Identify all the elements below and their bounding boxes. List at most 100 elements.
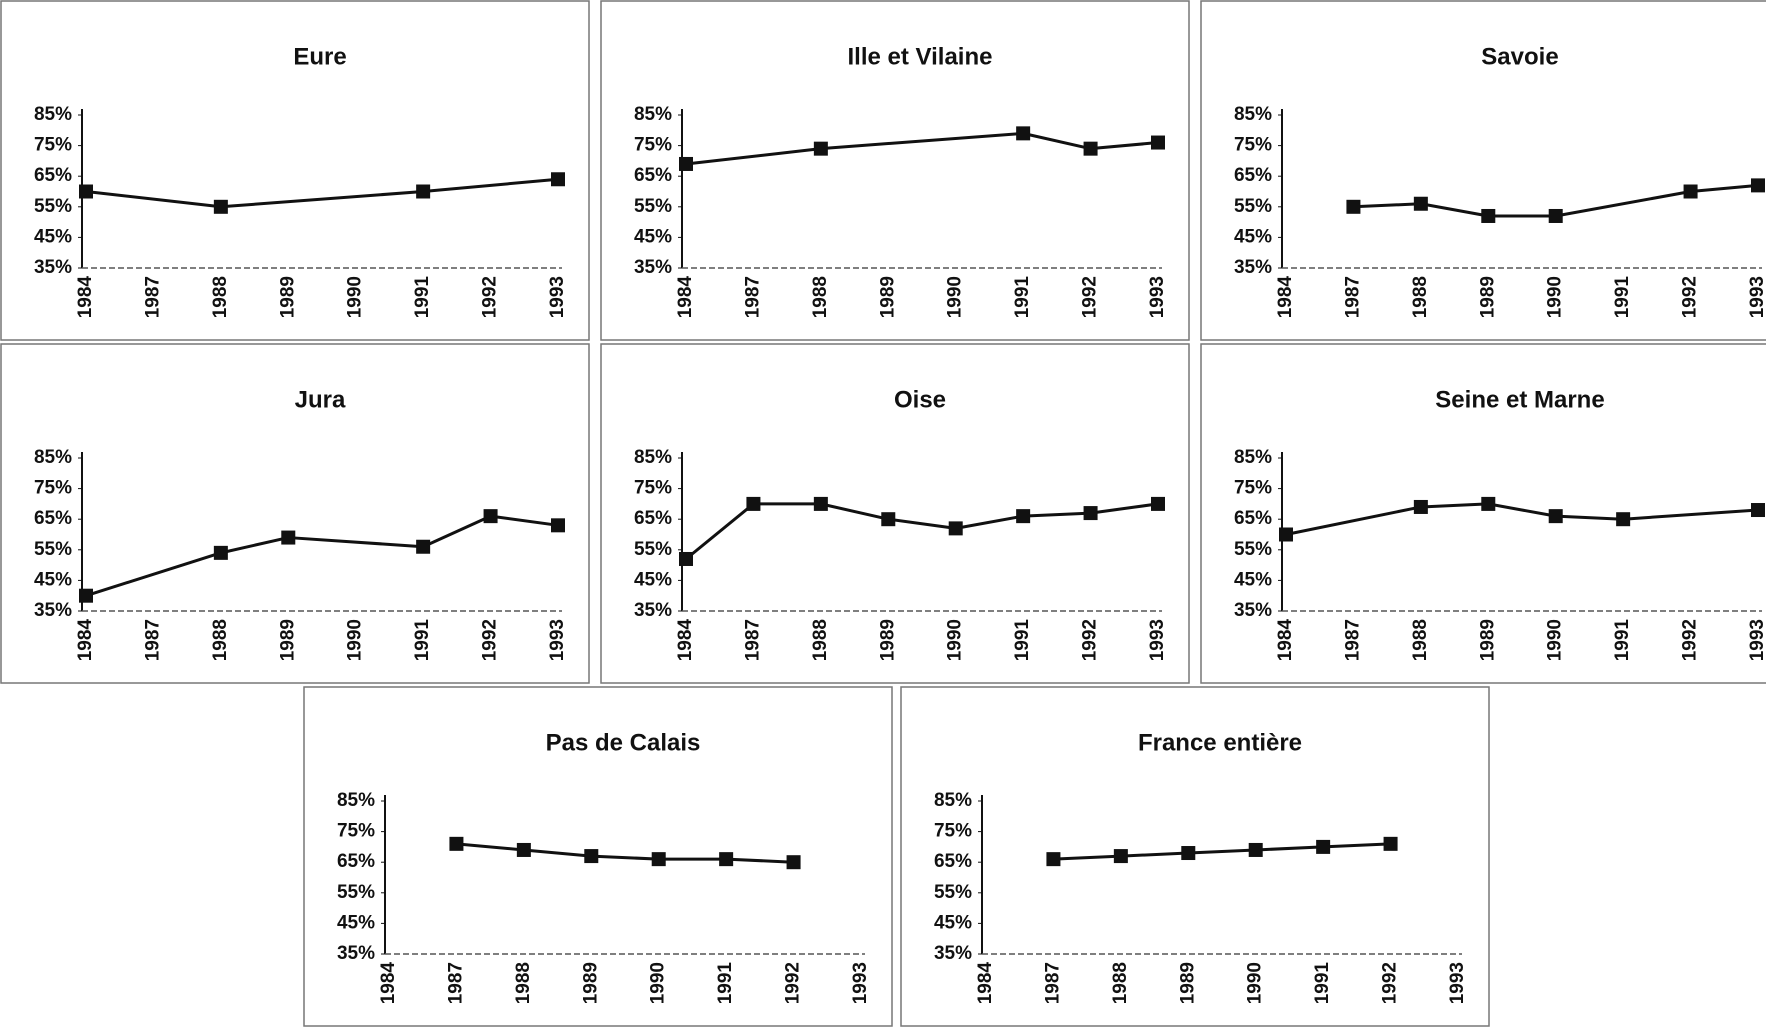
marker xyxy=(483,509,498,524)
x-tick-label: 1987 xyxy=(1342,276,1363,318)
marker xyxy=(281,530,296,545)
y-tick-label: 55% xyxy=(934,882,972,903)
y-tick-label: 75% xyxy=(1234,478,1272,499)
y-tick-label: 45% xyxy=(1234,569,1272,590)
x-tick-label: 1988 xyxy=(210,619,231,661)
x-tick-label: 1991 xyxy=(412,276,433,319)
marker xyxy=(1016,509,1031,524)
line-segment xyxy=(1353,202,1421,209)
x-tick-label: 1990 xyxy=(648,962,669,1004)
line-segment xyxy=(220,536,289,555)
line-segment xyxy=(1120,851,1189,858)
marker xyxy=(1113,849,1128,864)
x-tick-label: 1992 xyxy=(1080,619,1101,661)
x-tick-label: 1991 xyxy=(1012,276,1033,319)
chart-title: Seine et Marne xyxy=(1435,386,1604,413)
y-tick-label: 45% xyxy=(337,912,375,933)
x-tick-label: 1993 xyxy=(1447,962,1468,1004)
y-tick-label: 45% xyxy=(34,569,72,590)
x-tick-label: 1993 xyxy=(547,276,568,318)
marker xyxy=(1481,496,1496,511)
x-tick-label: 1987 xyxy=(142,276,163,318)
y-tick-label: 55% xyxy=(34,539,72,560)
y-tick-label: 65% xyxy=(1234,165,1272,186)
marker xyxy=(1548,509,1563,524)
y-tick-label: 35% xyxy=(634,257,672,278)
x-tick-label: 1984 xyxy=(675,619,696,662)
marker xyxy=(1151,135,1165,150)
line-segment xyxy=(591,854,659,861)
line-segment xyxy=(1555,514,1624,521)
line-segment xyxy=(1022,131,1091,151)
y-tick-label: 35% xyxy=(337,943,375,964)
y-tick-label: 55% xyxy=(1234,196,1272,217)
marker xyxy=(1481,208,1496,223)
y-tick-label: 45% xyxy=(34,226,72,247)
marker xyxy=(1346,199,1361,214)
marker xyxy=(813,141,828,156)
y-tick-label: 65% xyxy=(34,165,72,186)
y-tick-label: 65% xyxy=(1234,508,1272,529)
line-segment xyxy=(1255,845,1324,852)
line-segment xyxy=(1285,505,1422,536)
y-tick-label: 35% xyxy=(634,600,672,621)
x-tick-label: 1992 xyxy=(1380,962,1401,1004)
x-tick-label: 1993 xyxy=(1147,276,1168,318)
y-tick-label: 45% xyxy=(934,912,972,933)
marker xyxy=(1083,506,1098,521)
line-segment xyxy=(1690,183,1759,193)
x-tick-label: 1990 xyxy=(1545,276,1566,318)
marker xyxy=(79,588,93,603)
line-segment xyxy=(955,514,1024,530)
chart-panel: Jura 35% 45% 55% 65% 75% 85% 1984 1987 1988 1989 19… xyxy=(0,343,590,684)
x-tick-label: 1988 xyxy=(1110,962,1131,1004)
y-tick-label: 55% xyxy=(1234,539,1272,560)
marker xyxy=(1548,208,1563,223)
line-segment xyxy=(726,857,794,864)
line-segment xyxy=(423,177,559,193)
line-segment xyxy=(1323,842,1391,849)
y-tick-label: 75% xyxy=(934,821,972,842)
marker xyxy=(1016,126,1031,141)
chart-title: Ille et Vilaine xyxy=(848,43,993,70)
x-tick-label: 1989 xyxy=(1477,276,1498,318)
y-tick-label: 75% xyxy=(34,478,72,499)
x-tick-label: 1984 xyxy=(378,962,399,1005)
marker xyxy=(679,551,693,566)
x-tick-label: 1992 xyxy=(1680,276,1701,318)
y-tick-label: 65% xyxy=(634,508,672,529)
x-tick-label: 1989 xyxy=(877,619,898,661)
y-tick-label: 85% xyxy=(934,790,972,811)
chart-title: Eure xyxy=(293,43,346,70)
y-tick-label: 45% xyxy=(1234,226,1272,247)
y-tick-label: 75% xyxy=(634,478,672,499)
x-tick-label: 1988 xyxy=(210,276,231,318)
y-tick-label: 35% xyxy=(1234,257,1272,278)
y-tick-label: 35% xyxy=(1234,600,1272,621)
marker xyxy=(79,184,93,199)
y-tick-label: 35% xyxy=(34,257,72,278)
x-tick-label: 1987 xyxy=(445,962,466,1004)
chart-title: Jura xyxy=(295,386,346,413)
x-tick-label: 1990 xyxy=(945,276,966,318)
x-tick-label: 1988 xyxy=(810,619,831,661)
panel-border xyxy=(0,343,590,684)
x-tick-label: 1987 xyxy=(1042,962,1063,1004)
marker xyxy=(1316,839,1331,854)
x-tick-label: 1991 xyxy=(1312,962,1333,1005)
line-segment xyxy=(288,536,424,549)
marker xyxy=(584,849,599,864)
marker xyxy=(786,855,801,870)
y-tick-label: 65% xyxy=(934,851,972,872)
marker xyxy=(1046,852,1061,867)
line-segment xyxy=(523,848,592,858)
panel-border xyxy=(1200,0,1766,341)
x-tick-label: 1988 xyxy=(513,962,534,1004)
y-tick-label: 65% xyxy=(634,165,672,186)
line-segment xyxy=(1023,511,1091,518)
x-tick-label: 1993 xyxy=(1747,276,1766,318)
line-segment xyxy=(490,514,559,527)
x-tick-label: 1989 xyxy=(580,962,601,1004)
panel-border xyxy=(600,343,1190,684)
marker xyxy=(213,545,228,560)
